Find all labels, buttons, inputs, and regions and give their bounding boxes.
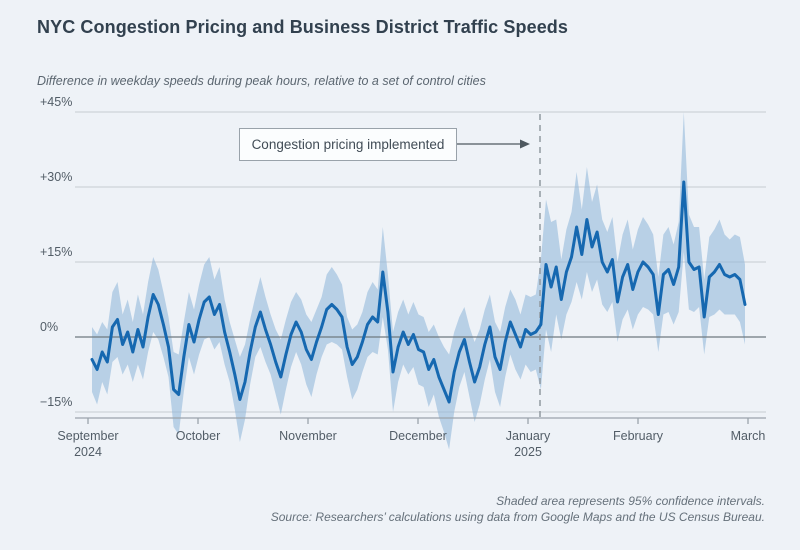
month-label: November xyxy=(279,429,337,443)
x-axis-tick-label: February xyxy=(583,428,693,444)
annotation-arrow xyxy=(456,139,530,149)
annotation-label: Congestion pricing implemented xyxy=(251,137,445,152)
arrow-head-icon xyxy=(520,139,530,149)
ci-footnote: Shaded area represents 95% confidence in… xyxy=(496,494,765,508)
month-label: February xyxy=(612,429,664,443)
x-axis-tick-label: November xyxy=(253,428,363,444)
month-label: March xyxy=(730,429,766,443)
y-axis-tick-label: −15% xyxy=(40,395,73,409)
month-label: December xyxy=(389,429,447,443)
month-label: January xyxy=(505,429,551,443)
y-axis-tick-label: +30% xyxy=(40,170,73,184)
chart-subtitle: Difference in weekday speeds during peak… xyxy=(37,74,486,88)
trend-line xyxy=(90,180,747,404)
x-axis-tick-label: October xyxy=(143,428,253,444)
y-axis-tick-label: 0% xyxy=(40,320,59,334)
x-axis-tick-label: January 2025 xyxy=(473,428,583,460)
y-axis-tick-label: +45% xyxy=(40,95,73,109)
month-label: September xyxy=(57,429,119,443)
confidence-band xyxy=(92,112,745,450)
year-label: 2025 xyxy=(514,445,542,459)
x-axis-tick-label: March xyxy=(693,428,800,444)
year-label: 2024 xyxy=(74,445,102,459)
x-axis xyxy=(75,417,766,424)
source-footnote: Source: Researchers’ calculations using … xyxy=(270,510,765,524)
annotation-box: Congestion pricing implemented xyxy=(239,128,457,161)
x-axis-tick-label: September 2024 xyxy=(33,428,143,460)
month-label: October xyxy=(175,429,221,443)
chart-title: NYC Congestion Pricing and Business Dist… xyxy=(37,17,569,37)
y-axis-tick-label: +15% xyxy=(40,245,73,259)
x-axis-tick-label: December xyxy=(363,428,473,444)
